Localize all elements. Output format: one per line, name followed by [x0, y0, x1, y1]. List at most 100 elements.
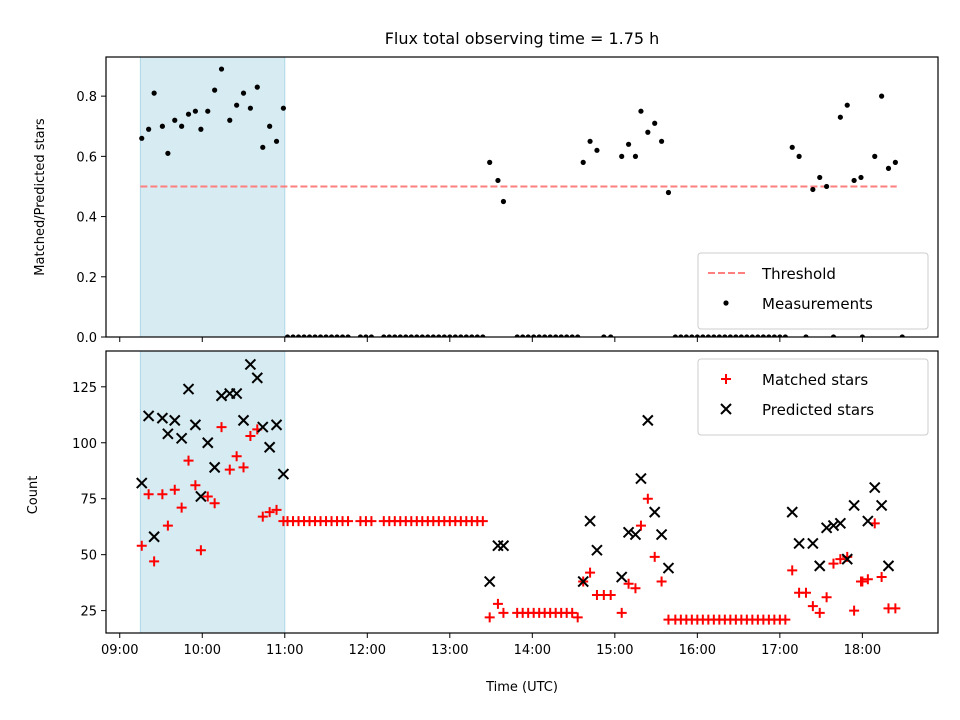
matched-stars-point	[605, 589, 616, 600]
matched-stars-point	[169, 484, 180, 495]
predicted-stars-point	[263, 441, 276, 453]
matched-stars-point	[780, 614, 791, 625]
measurement-point	[744, 334, 750, 337]
measurement-point	[569, 334, 575, 337]
measurement-point	[700, 334, 706, 337]
predicted-stars-point	[195, 490, 207, 503]
legend-box	[697, 252, 929, 330]
predicted-stars-point	[820, 522, 833, 534]
matched-stars-point	[209, 498, 220, 509]
y-tick-label: 0.0	[76, 331, 97, 346]
predicted-stars-point	[156, 412, 169, 424]
measurement-point	[760, 334, 766, 337]
measurement-point	[777, 334, 783, 337]
predicted-stars-point	[277, 468, 290, 480]
measurement-point	[803, 334, 809, 337]
measurement-point	[357, 334, 364, 337]
measurement-point	[487, 159, 493, 165]
matched-stars-point	[835, 554, 846, 565]
measurement-point	[198, 126, 204, 132]
measurement-point	[810, 186, 816, 193]
measurement-point	[323, 334, 329, 337]
x-axis-label: Time (UTC)	[485, 680, 558, 695]
measurement-point	[273, 138, 280, 144]
y-tick-label: 100	[72, 437, 97, 452]
measurement-point	[386, 334, 392, 337]
measurement-point	[495, 177, 501, 184]
measurement-point	[716, 334, 722, 337]
measurement-point	[733, 334, 739, 337]
matched-stars-point	[498, 607, 509, 618]
matched-stars-point	[484, 612, 495, 623]
matched-stars-point	[635, 520, 646, 531]
predicted-stars-point	[175, 432, 188, 444]
predicted-stars-point	[162, 428, 174, 440]
plot-area	[139, 66, 905, 337]
measurement-point	[771, 334, 777, 337]
measurement-point	[234, 102, 240, 108]
predicted-stars-point	[142, 410, 155, 422]
measurement-point	[425, 334, 431, 337]
legend-label: Predicted stars	[762, 401, 874, 419]
measurement-point	[564, 334, 570, 337]
matched-stars-point	[787, 565, 798, 576]
legend-box	[697, 358, 929, 436]
x-tick-label: 09:00	[101, 643, 138, 658]
predicted-stars-point	[882, 560, 895, 572]
measurement-point	[328, 334, 335, 337]
measurement-point	[899, 334, 905, 337]
measurement-point	[430, 334, 436, 337]
matched-stars-point	[136, 540, 147, 551]
predicted-stars-point	[848, 499, 860, 512]
measurement-point	[419, 334, 425, 337]
measurement-point	[172, 117, 178, 123]
measurement-point	[858, 174, 864, 181]
predicted-stars-point	[591, 544, 603, 556]
predicted-stars-point	[577, 575, 589, 588]
predicted-stars-point	[827, 519, 840, 532]
y-tick-label: 0.2	[76, 271, 97, 286]
predicted-stars-point	[841, 553, 853, 565]
measurement-point	[295, 334, 302, 337]
measurement-point	[458, 334, 464, 337]
x-tick-label: 17:00	[761, 643, 798, 658]
matched-stars-point	[183, 455, 194, 466]
matched-stars-point	[800, 587, 811, 598]
measurement-point	[414, 334, 420, 337]
measurement-point	[536, 334, 542, 337]
measurement-point	[580, 159, 586, 165]
matched-stars-point	[477, 516, 488, 527]
measurement-point	[480, 334, 486, 337]
measurement-point	[638, 108, 644, 114]
measurement-point	[447, 334, 453, 337]
x-tick-label: 13:00	[431, 643, 468, 658]
matched-stars-point	[642, 493, 653, 504]
measurement-point	[525, 334, 531, 337]
predicted-stars-point	[655, 528, 668, 541]
matched-stars-point	[143, 489, 154, 500]
measurement-point	[553, 334, 559, 337]
predicted-stars-point	[629, 528, 642, 541]
y-tick-label: 0.6	[76, 150, 97, 165]
matched-stars-point	[224, 464, 235, 475]
measurement-point	[363, 334, 369, 337]
measurement-point	[749, 334, 755, 337]
measurement-point	[474, 334, 480, 337]
legend-measurement-swatch	[723, 300, 729, 306]
x-tick-label: 16:00	[679, 643, 716, 658]
measurement-point	[722, 334, 728, 337]
y-tick-label: 50	[80, 549, 97, 564]
measurement-point	[392, 334, 398, 337]
measurement-point	[837, 114, 843, 120]
predicted-stars-point	[615, 571, 628, 583]
measurement-point	[179, 123, 185, 129]
measurement-point	[738, 334, 744, 337]
predicted-stars-point	[834, 517, 847, 530]
measurement-point	[192, 108, 198, 114]
measurement-point	[345, 334, 351, 337]
measurement-point	[260, 144, 266, 150]
measurement-point	[587, 138, 593, 144]
plot-area	[136, 358, 901, 625]
measurement-point	[727, 334, 733, 337]
predicted-stars-point	[202, 437, 214, 449]
